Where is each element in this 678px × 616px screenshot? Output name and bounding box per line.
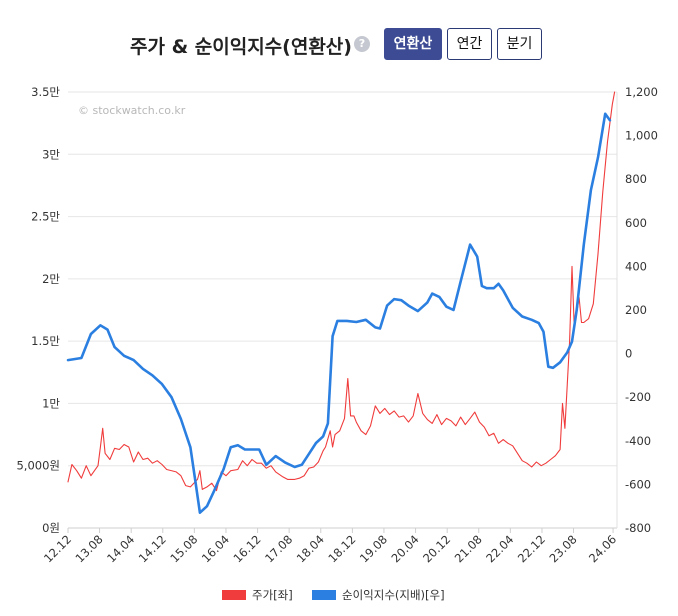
right-tick-label: 600 <box>625 216 647 230</box>
left-tick-label: 3.5만 <box>31 85 60 99</box>
right-tick-label: 800 <box>625 172 647 186</box>
help-icon[interactable]: ? <box>354 36 370 52</box>
right-tick-label: -400 <box>625 434 651 448</box>
chart-header: 주가 & 순이익지수(연환산) ? 연환산 연간 분기 <box>0 26 678 66</box>
x-tick-label: 14.12 <box>136 532 169 565</box>
x-tick-label: 14.04 <box>104 532 137 565</box>
x-tick-label: 19.08 <box>357 532 390 565</box>
quarterly-button[interactable]: 분기 <box>497 28 542 60</box>
x-tick-label: 20.04 <box>388 532 421 565</box>
legend: 주가[좌] 순이익지수(지배)[우] <box>222 588 445 602</box>
stock-price-line <box>67 91 616 492</box>
series-lines <box>66 91 616 515</box>
left-tick-label: 3만 <box>42 147 60 161</box>
legend-swatch <box>312 590 336 600</box>
legend-label: 주가[좌] <box>252 588 293 602</box>
x-tick-label: 18.12 <box>325 532 358 565</box>
right-tick-label: 200 <box>625 303 647 317</box>
legend-label: 순이익지수(지배)[우] <box>342 588 445 602</box>
x-tick-label: 20.12 <box>420 532 453 565</box>
x-tick-label: 12.12 <box>41 532 74 565</box>
left-tick-label: 1.5만 <box>31 334 60 348</box>
x-tick-label: 22.12 <box>515 532 548 565</box>
x-tick-label: 15.08 <box>167 532 200 565</box>
left-tick-label: 5,000원 <box>16 459 60 473</box>
watermark: © stockwatch.co.kr <box>78 104 186 117</box>
annualized-button[interactable]: 연환산 <box>384 28 442 60</box>
x-tick-label: 17.08 <box>262 532 295 565</box>
chart-title: 주가 & 순이익지수(연환산) <box>130 36 352 58</box>
x-tick-label: 13.08 <box>72 532 105 565</box>
left-tick-label: 2.5만 <box>31 210 60 224</box>
x-tick-label: 24.06 <box>586 532 619 565</box>
right-tick-label: -800 <box>625 521 651 535</box>
x-tick-label: 16.12 <box>231 532 264 565</box>
earnings-index-line <box>66 112 612 515</box>
right-tick-label: -600 <box>625 477 651 491</box>
legend-swatch <box>222 590 246 600</box>
right-tick-label: 1,000 <box>625 129 658 143</box>
left-tick-label: 0원 <box>42 521 60 535</box>
left-tick-label: 1만 <box>42 396 60 410</box>
left-tick-label: 2만 <box>42 272 60 286</box>
right-axis: -800 -600 -400 -200 0 200 400 600 800 1,000 1,200 <box>625 85 658 535</box>
right-tick-label: -200 <box>625 390 651 404</box>
right-tick-label: 1,200 <box>625 85 658 99</box>
x-axis: 12.1213.0814.0414.1215.0816.0416.1217.08… <box>41 528 619 565</box>
x-tick-label: 16.04 <box>199 532 232 565</box>
x-tick-label: 22.04 <box>483 532 516 565</box>
gridlines <box>68 91 618 529</box>
annual-button[interactable]: 연간 <box>447 28 492 60</box>
right-tick-label: 400 <box>625 259 647 273</box>
right-tick-label: 0 <box>625 347 632 361</box>
left-axis: 0원 5,000원 1만 1.5만 2만 2.5만 3만 3.5만 <box>16 85 60 535</box>
x-tick-label: 21.08 <box>452 532 485 565</box>
x-tick-label: 18.04 <box>294 532 327 565</box>
x-tick-label: 23.08 <box>546 532 579 565</box>
